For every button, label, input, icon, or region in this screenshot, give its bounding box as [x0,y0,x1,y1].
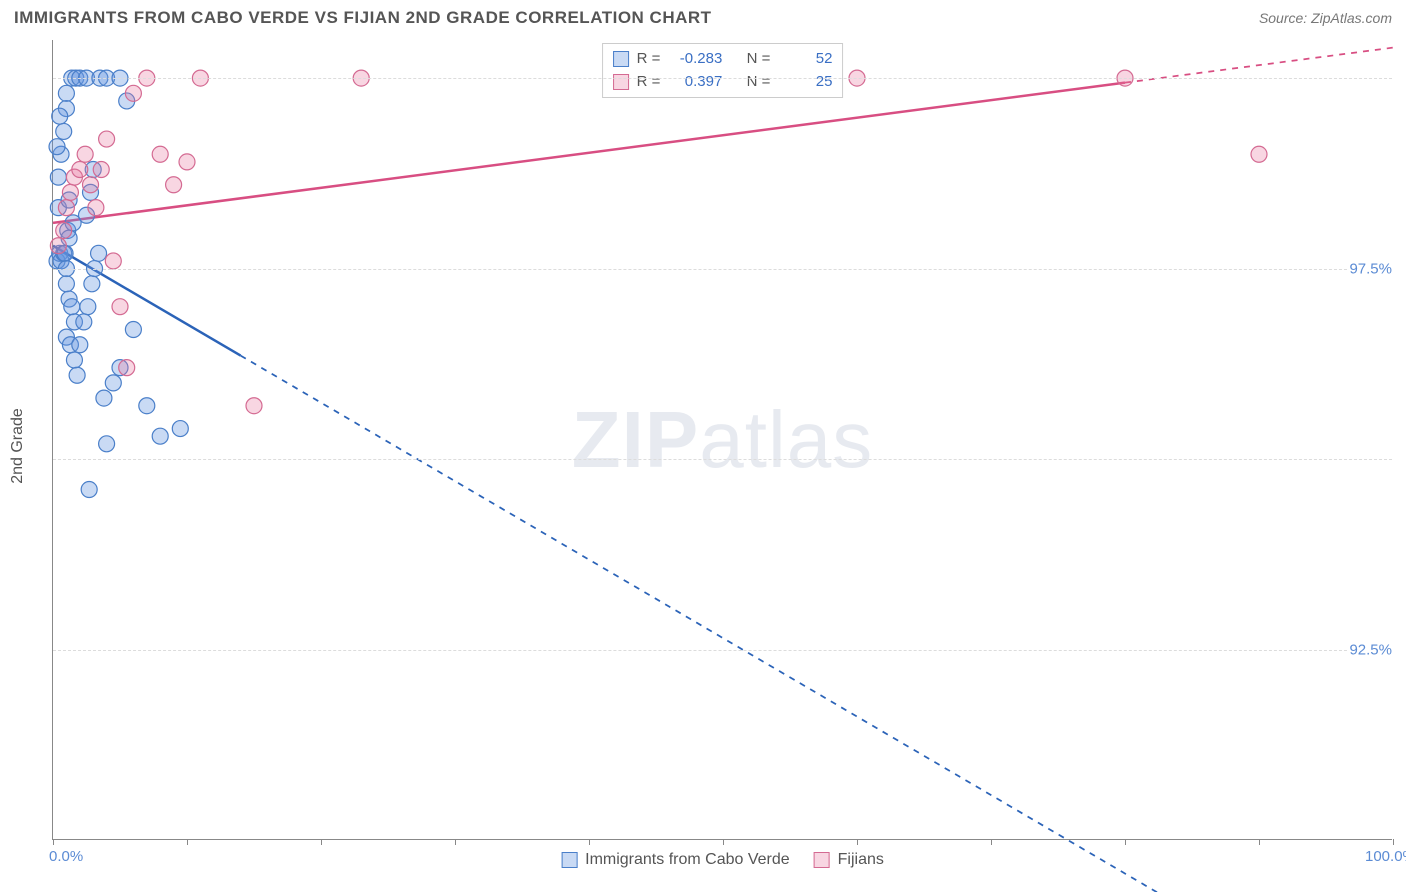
data-point[interactable] [152,428,168,444]
x-tick [455,839,456,845]
header-bar: IMMIGRANTS FROM CABO VERDE VS FIJIAN 2ND… [0,0,1406,28]
data-point[interactable] [84,276,100,292]
plot-svg [53,40,1392,839]
data-point[interactable] [72,162,88,178]
data-point[interactable] [76,314,92,330]
data-point[interactable] [99,436,115,452]
data-point[interactable] [52,108,68,124]
legend-r-value-cabo-verde: -0.283 [668,48,722,71]
swatch-cabo-verde [613,51,629,67]
legend-n-value-fijians: 25 [778,71,832,94]
legend-item-cabo-verde[interactable]: Immigrants from Cabo Verde [561,851,790,869]
x-tick [1125,839,1126,845]
legend-label-cabo-verde: Immigrants from Cabo Verde [585,851,790,869]
y-axis-label: 2nd Grade [9,408,27,484]
data-point[interactable] [80,299,96,315]
legend-correlation-box: R = -0.283 N = 52 R = 0.397 N = 25 [602,43,844,98]
data-point[interactable] [112,299,128,315]
data-point[interactable] [49,139,65,155]
trend-line-dashed [241,356,1393,892]
x-tick [1393,839,1394,845]
data-point[interactable] [58,200,74,216]
data-point[interactable] [172,421,188,437]
source-link[interactable]: ZipAtlas.com [1311,10,1392,26]
legend-n-value-cabo-verde: 52 [778,48,832,71]
x-tick [187,839,188,845]
y-tick-label: 97.5% [1347,260,1394,277]
data-point[interactable] [179,154,195,170]
data-point[interactable] [50,169,66,185]
data-point[interactable] [62,184,78,200]
data-point[interactable] [66,352,82,368]
legend-r-label: R = [637,71,661,94]
data-point[interactable] [50,238,66,254]
legend-n-label: N = [747,48,771,71]
data-point[interactable] [105,375,121,391]
data-point[interactable] [105,253,121,269]
data-point[interactable] [83,177,99,193]
data-point[interactable] [1251,146,1267,162]
legend-n-label: N = [747,71,771,94]
data-point[interactable] [125,322,141,338]
x-tick [857,839,858,845]
legend-item-fijians[interactable]: Fijians [814,851,884,869]
legend-label-fijians: Fijians [838,851,884,869]
data-point[interactable] [56,222,72,238]
data-point[interactable] [93,162,109,178]
legend-r-label: R = [637,48,661,71]
swatch-fijians [613,74,629,90]
data-point[interactable] [64,299,80,315]
x-tick-label: 100.0% [1365,848,1406,865]
x-tick [321,839,322,845]
legend-series: Immigrants from Cabo Verde Fijians [561,851,884,869]
data-point[interactable] [77,146,93,162]
data-point[interactable] [58,85,74,101]
data-point[interactable] [91,245,107,261]
swatch-cabo-verde-icon [561,852,577,868]
legend-row-fijians: R = 0.397 N = 25 [613,71,833,94]
chart-plot-area: ZIPatlas R = -0.283 N = 52 R = 0.397 N =… [52,40,1392,840]
gridline [53,269,1392,270]
gridline [53,78,1392,79]
data-point[interactable] [69,367,85,383]
data-point[interactable] [152,146,168,162]
data-point[interactable] [81,482,97,498]
trend-line-solid [53,83,1125,223]
gridline [53,650,1392,651]
x-tick [991,839,992,845]
data-point[interactable] [139,398,155,414]
x-tick [1259,839,1260,845]
legend-r-value-fijians: 0.397 [668,71,722,94]
data-point[interactable] [96,390,112,406]
data-point[interactable] [166,177,182,193]
data-point[interactable] [99,131,115,147]
data-point[interactable] [56,123,72,139]
x-tick [723,839,724,845]
data-point[interactable] [119,360,135,376]
y-tick-label: 92.5% [1347,641,1394,658]
legend-row-cabo-verde: R = -0.283 N = 52 [613,48,833,71]
data-point[interactable] [246,398,262,414]
gridline [53,459,1392,460]
x-tick-label: 0.0% [49,848,83,865]
x-tick [589,839,590,845]
data-point[interactable] [125,85,141,101]
data-point[interactable] [58,276,74,292]
source-attribution: Source: ZipAtlas.com [1259,10,1392,26]
data-point[interactable] [88,200,104,216]
data-point[interactable] [72,337,88,353]
swatch-fijians-icon [814,852,830,868]
x-tick [53,839,54,845]
source-prefix: Source: [1259,10,1311,26]
chart-title: IMMIGRANTS FROM CABO VERDE VS FIJIAN 2ND… [14,8,712,28]
